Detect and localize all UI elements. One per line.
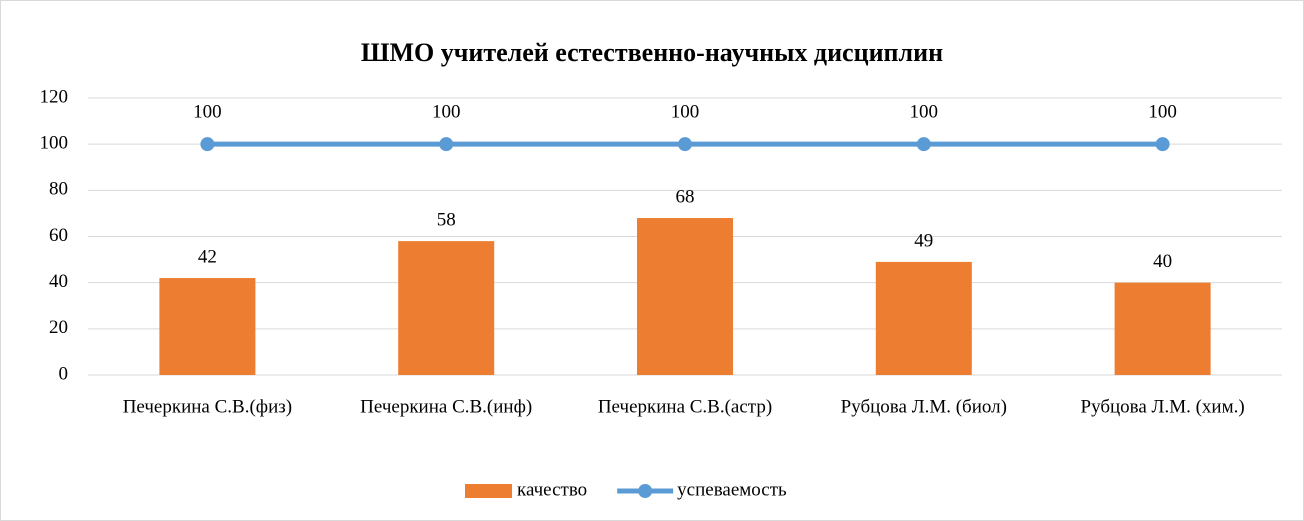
data-label: 100 bbox=[432, 102, 461, 123]
data-label: 100 bbox=[910, 102, 939, 123]
data-label: 40 bbox=[1153, 251, 1172, 272]
x-tick-label: Рубцова Л.М. (биол) bbox=[841, 396, 1007, 417]
bar bbox=[637, 218, 733, 375]
legend-swatch-marker bbox=[638, 484, 653, 498]
x-tick-label: Рубцова Л.М. (хим.) bbox=[1081, 396, 1245, 417]
x-tick-label: Печеркина С.В.(астр) bbox=[598, 396, 772, 417]
y-tick-label: 120 bbox=[40, 86, 69, 107]
y-tick-label: 80 bbox=[49, 179, 68, 200]
y-tick-label: 20 bbox=[49, 317, 68, 338]
data-label: 42 bbox=[198, 246, 217, 267]
line-marker bbox=[678, 137, 692, 152]
line-marker bbox=[1155, 137, 1170, 152]
data-label: 58 bbox=[437, 209, 456, 230]
data-label: 100 bbox=[671, 102, 700, 123]
data-label: 49 bbox=[914, 230, 933, 251]
x-tick-label: Печеркина С.В.(инф) bbox=[360, 396, 532, 417]
x-tick-label: Печеркина С.В.(физ) bbox=[123, 396, 292, 417]
data-label: 100 bbox=[1148, 102, 1177, 123]
bar bbox=[1114, 282, 1211, 375]
y-tick-label: 60 bbox=[49, 225, 68, 246]
legend-label: качество bbox=[517, 479, 587, 500]
legend-label: успеваемость bbox=[677, 479, 787, 500]
y-tick-label: 100 bbox=[40, 133, 69, 154]
bar bbox=[159, 278, 256, 375]
bar bbox=[398, 241, 495, 375]
line-marker bbox=[916, 137, 931, 152]
line-marker bbox=[200, 137, 215, 152]
y-tick-label: 40 bbox=[49, 271, 68, 292]
bar bbox=[875, 261, 972, 375]
data-label: 68 bbox=[676, 186, 695, 207]
legend-swatch bbox=[465, 484, 512, 498]
y-tick-label: 0 bbox=[59, 363, 69, 384]
data-label: 100 bbox=[193, 102, 222, 123]
chart-title: ШМО учителей естественно-научных дисципл… bbox=[361, 38, 943, 67]
line-marker bbox=[439, 137, 454, 152]
